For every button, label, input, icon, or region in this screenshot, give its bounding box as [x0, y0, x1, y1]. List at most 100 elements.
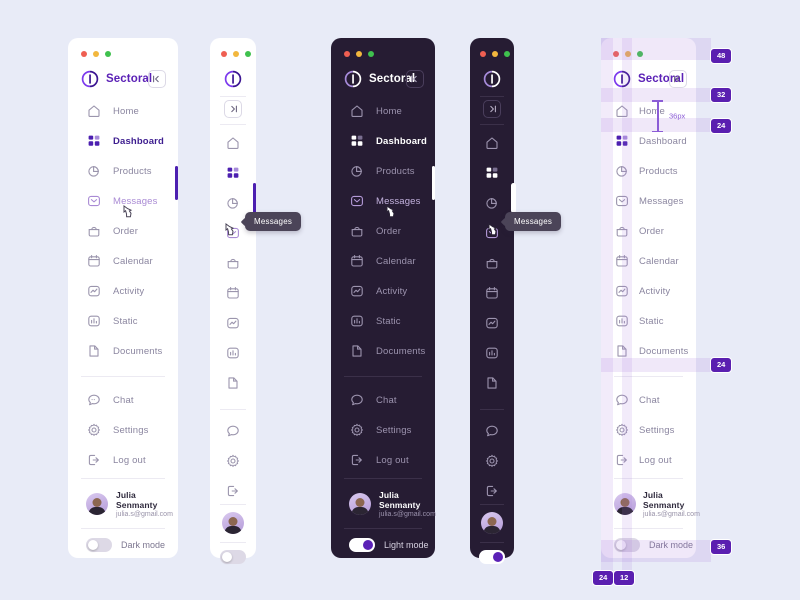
sidebar-item-documents[interactable]: [470, 368, 514, 398]
user-profile[interactable]: [210, 512, 244, 534]
theme-toggle-row[interactable]: Dark mode: [68, 538, 165, 552]
window-dot-minimize[interactable]: [233, 51, 239, 57]
dark-mode-switch[interactable]: [220, 550, 246, 564]
window-dot-maximize[interactable]: [105, 51, 111, 57]
window-dot-close[interactable]: [81, 51, 87, 57]
sidebar-item-products[interactable]: Products: [331, 156, 435, 186]
brand[interactable]: [483, 70, 501, 88]
window-dot-minimize[interactable]: [492, 51, 498, 57]
sidebar-item-activity[interactable]: Activity: [331, 276, 435, 306]
sidebar-item-static[interactable]: Static: [601, 306, 696, 336]
sidebar-item-calendar[interactable]: Calendar: [68, 246, 178, 276]
sidebar-item-order[interactable]: Order: [331, 216, 435, 246]
sidebar-item-calendar[interactable]: Calendar: [331, 246, 435, 276]
collapse-sidebar-button[interactable]: [406, 70, 424, 88]
mouse-cursor: [485, 222, 498, 236]
sidebar-item-static[interactable]: [470, 338, 514, 368]
light-mode-switch[interactable]: [349, 538, 375, 552]
light-mode-switch[interactable]: [479, 550, 505, 564]
sidebar-item-settings[interactable]: [470, 446, 514, 476]
sidebar-item-products[interactable]: [210, 188, 256, 218]
home-icon: [225, 135, 241, 151]
sidebar-item-activity[interactable]: [470, 308, 514, 338]
window-dot-minimize[interactable]: [93, 51, 99, 57]
window-dot-minimize[interactable]: [356, 51, 362, 57]
sidebar-item-static[interactable]: Static: [68, 306, 178, 336]
theme-toggle-row[interactable]: Light mode: [331, 538, 429, 552]
sidebar-item-order[interactable]: Order: [601, 216, 696, 246]
sidebar-item-logout[interactable]: Log out: [68, 445, 178, 475]
collapse-sidebar-button[interactable]: [148, 70, 166, 88]
sidebar-item-chat[interactable]: [210, 416, 256, 446]
sidebar-item-home[interactable]: Home: [601, 96, 696, 126]
sidebar-item-order[interactable]: Order: [68, 216, 178, 246]
window-dot-maximize[interactable]: [637, 51, 643, 57]
sidebar-item-order[interactable]: [470, 248, 514, 278]
theme-toggle-row[interactable]: [470, 550, 505, 564]
window-dot-minimize[interactable]: [625, 51, 631, 57]
expand-sidebar-button[interactable]: [483, 100, 501, 118]
brand[interactable]: [224, 70, 242, 88]
sidebar-item-documents[interactable]: [210, 368, 256, 398]
sidebar-item-settings[interactable]: Settings: [601, 415, 696, 445]
sidebar-item-dashboard[interactable]: [470, 158, 514, 188]
sidebar-item-logout[interactable]: [470, 476, 514, 506]
user-profile[interactable]: [470, 512, 503, 534]
dark-mode-switch[interactable]: [86, 538, 112, 552]
collapse-sidebar-button[interactable]: [669, 70, 687, 88]
sidebar-item-products[interactable]: [470, 188, 514, 218]
brand[interactable]: Sectoral: [613, 70, 684, 88]
sidebar-item-dashboard[interactable]: [210, 158, 256, 188]
window-dot-maximize[interactable]: [504, 51, 510, 57]
window-dot-maximize[interactable]: [245, 51, 251, 57]
sidebar-item-documents[interactable]: Documents: [601, 336, 696, 366]
user-profile[interactable]: Julia Senmanty julia.s@gmail.com: [331, 490, 436, 518]
window-dot-close[interactable]: [613, 51, 619, 57]
user-profile[interactable]: Julia Senmanty julia.s@gmail.com: [601, 490, 700, 518]
brand[interactable]: Sectoral: [81, 70, 152, 88]
sidebar-item-calendar[interactable]: Calendar: [601, 246, 696, 276]
theme-toggle-row[interactable]: Dark mode: [601, 538, 693, 552]
sidebar-item-home[interactable]: Home: [68, 96, 178, 126]
sidebar-item-order[interactable]: [210, 248, 256, 278]
brand[interactable]: Sectoral: [344, 70, 415, 88]
theme-toggle-row[interactable]: [210, 550, 246, 564]
sidebar-item-dashboard[interactable]: Dashboard: [601, 126, 696, 156]
sidebar-item-logout[interactable]: [210, 476, 256, 506]
sidebar-item-products[interactable]: Products: [68, 156, 178, 186]
sidebar-item-logout[interactable]: Log out: [331, 445, 435, 475]
sidebar-item-calendar[interactable]: [470, 278, 514, 308]
sidebar-item-chat[interactable]: Chat: [68, 385, 178, 415]
sidebar-item-home[interactable]: Home: [331, 96, 435, 126]
sidebar-item-activity[interactable]: Activity: [601, 276, 696, 306]
sidebar-item-messages[interactable]: Messages: [601, 186, 696, 216]
sidebar-item-home[interactable]: [470, 128, 514, 158]
sidebar-item-settings[interactable]: Settings: [68, 415, 178, 445]
sidebar-item-products[interactable]: Products: [601, 156, 696, 186]
sidebar-item-chat[interactable]: Chat: [601, 385, 696, 415]
sidebar-item-activity[interactable]: [210, 308, 256, 338]
sidebar-item-chat[interactable]: Chat: [331, 385, 435, 415]
dark-mode-switch[interactable]: [614, 538, 640, 552]
user-profile[interactable]: Julia Senmanty julia.s@gmail.com: [68, 490, 178, 518]
expand-sidebar-button[interactable]: [224, 100, 242, 118]
sidebar-item-logout[interactable]: Log out: [601, 445, 696, 475]
window-dot-close[interactable]: [344, 51, 350, 57]
sidebar-item-activity[interactable]: Activity: [68, 276, 178, 306]
window-dot-close[interactable]: [480, 51, 486, 57]
sidebar-item-documents[interactable]: Documents: [331, 336, 435, 366]
sidebar-item-chat[interactable]: [470, 416, 514, 446]
sidebar-item-dashboard[interactable]: Dashboard: [68, 126, 178, 156]
sidebar-item-static[interactable]: [210, 338, 256, 368]
window-dot-close[interactable]: [221, 51, 227, 57]
sidebar-item-messages[interactable]: Messages: [331, 186, 435, 216]
sidebar-item-documents[interactable]: Documents: [68, 336, 178, 366]
sidebar-item-settings[interactable]: [210, 446, 256, 476]
sidebar-item-home[interactable]: [210, 128, 256, 158]
sidebar-item-messages[interactable]: Messages: [68, 186, 178, 216]
sidebar-item-static[interactable]: Static: [331, 306, 435, 336]
sidebar-item-settings[interactable]: Settings: [331, 415, 435, 445]
sidebar-item-calendar[interactable]: [210, 278, 256, 308]
sidebar-item-dashboard[interactable]: Dashboard: [331, 126, 435, 156]
window-dot-maximize[interactable]: [368, 51, 374, 57]
